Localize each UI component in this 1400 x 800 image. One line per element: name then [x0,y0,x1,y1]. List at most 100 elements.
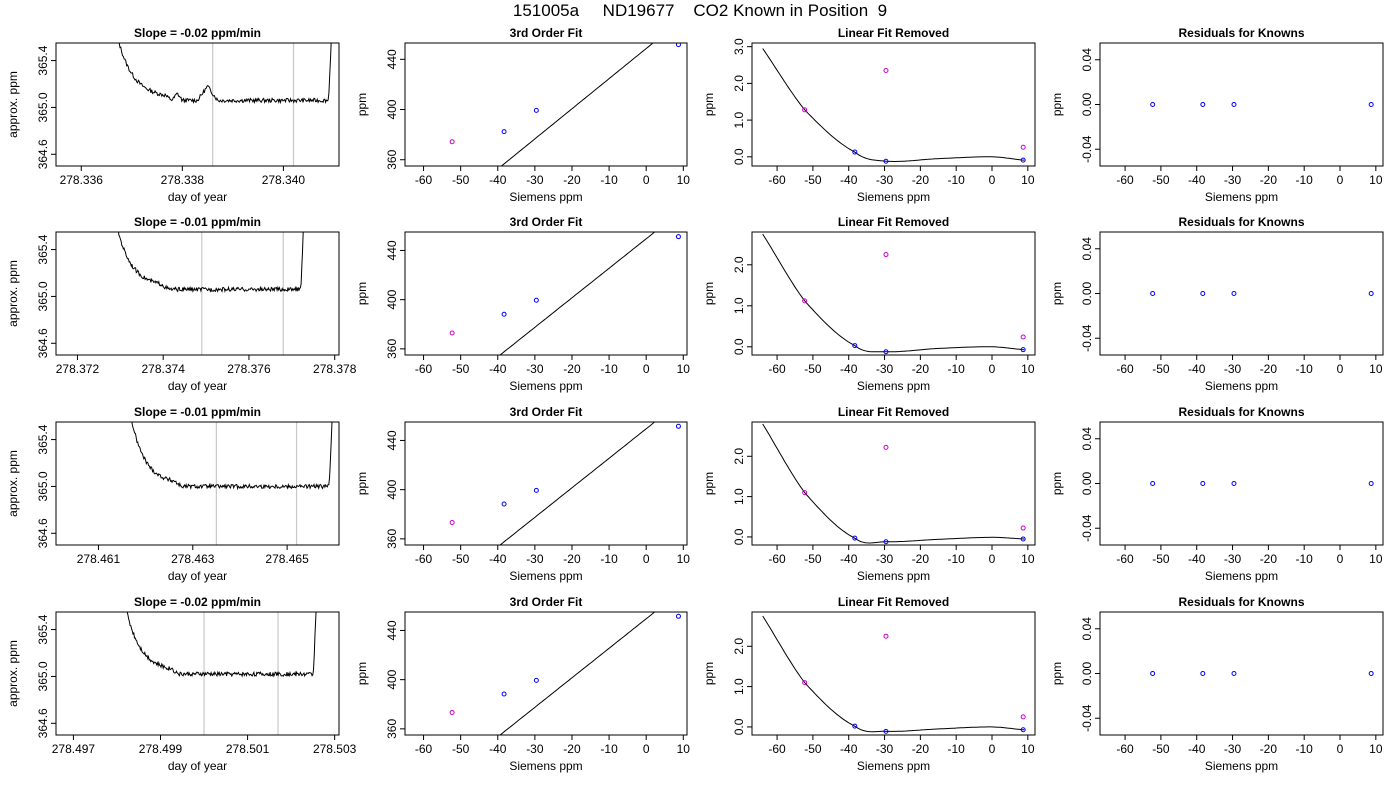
y-tick-label: 365.4 [36,234,50,264]
x-tick-label: -50 [804,742,822,756]
x-tick-label: 10 [1021,362,1035,376]
x-tick-label: -10 [1296,552,1314,566]
x-tick-label: -30 [526,173,544,187]
data-trace [131,422,333,491]
y-tick-label: 365.0 [36,661,50,691]
y-tick-label: 360 [385,529,399,549]
known-point [1368,102,1374,107]
y-axis-label: approx. ppm [6,640,20,707]
x-tick-label: 0 [1337,552,1344,566]
x-tick-label: 0 [989,742,996,756]
y-tick-label: 0.00 [1080,92,1094,116]
known-point [1368,481,1374,486]
flagged-point [883,633,889,639]
flagged-point [883,252,889,258]
x-tick-label: -10 [600,362,618,376]
panel-r2-c2: 3rd Order Fit -60 -50 -40 -30 -20 -10 0 10 360 400… [355,215,691,393]
panel-r1-c4: Residuals for Knowns -60 -50 -40 -30 -20 -10 0 1… [1050,26,1384,204]
flagged-point [1020,334,1026,340]
x-axis-label: Siemens ppm [509,569,582,583]
y-axis-label: approx. ppm [6,450,20,517]
y-tick-label: 2.0 [732,256,746,273]
x-tick-label: 10 [1021,173,1035,187]
x-tick-label: 0 [1337,362,1344,376]
y-tick-label: 364.6 [36,518,50,548]
x-tick-label: -10 [948,362,966,376]
y-axis-label: ppm [702,282,716,305]
flagged-point [802,680,808,686]
fit-curve [762,615,1025,733]
y-tick-label: 0.00 [1080,661,1094,685]
x-tick-label: -60 [415,173,433,187]
x-tick-label: -30 [526,742,544,756]
y-tick-label: 360 [385,339,399,359]
x-tick-label: -40 [1188,742,1206,756]
x-tick-label: -30 [1224,362,1242,376]
x-tick-label: -30 [1224,173,1242,187]
panel-title: Linear Fit Removed [838,215,949,229]
known-point [501,311,507,317]
x-tick-label: -60 [1116,552,1134,566]
plot-area [449,612,681,735]
y-tick-label: 400 [385,99,399,119]
y-tick-label: 0.04 [1080,48,1094,72]
plot-area [118,43,332,166]
y-tick-label: 0.0 [732,528,746,545]
y-tick-label: 2.0 [732,75,746,92]
flagged-point [1020,525,1026,531]
panel-title: Residuals for Knowns [1178,215,1304,229]
known-point [501,691,507,697]
x-tick-label: 0 [643,362,650,376]
y-tick-label: -0.04 [1080,514,1094,542]
y-axis-label: ppm [702,662,716,685]
flagged-point [449,139,455,145]
known-point [852,723,858,729]
y-tick-label: 0.04 [1080,427,1094,451]
x-tick-label: 10 [1369,362,1383,376]
data-trace [118,43,332,105]
x-axis-label: Siemens ppm [1205,759,1278,773]
plot-frame [751,231,1036,356]
x-tick-label: -30 [526,362,544,376]
fit-curve [762,233,1025,353]
x-tick-label: 10 [1021,742,1035,756]
x-tick-label: 10 [1369,742,1383,756]
x-tick-label: -50 [1152,742,1170,756]
x-tick-label: -60 [1116,173,1134,187]
plot-area [449,422,681,545]
x-tick-label: -20 [563,552,581,566]
known-point [1368,291,1374,296]
y-axis-label: ppm [355,282,369,305]
x-tick-label: -60 [415,362,433,376]
y-tick-label: 1.0 [732,111,746,128]
y-tick-label: 400 [385,669,399,689]
y-tick-label: 365.0 [36,92,50,122]
x-tick-label: -50 [1152,362,1170,376]
fit-curve [499,422,656,545]
x-tick-label: -50 [1152,173,1170,187]
y-tick-label: 365.4 [36,424,50,454]
x-tick-label: -50 [804,173,822,187]
x-tick-label: -60 [768,552,786,566]
y-axis-label: ppm [355,472,369,495]
known-point [1150,671,1156,676]
x-tick-label: 10 [677,362,691,376]
y-axis-label: ppm [355,662,369,685]
panel-r4-c4: Residuals for Knowns -60 -50 -40 -30 -20 -10 0 1… [1050,595,1384,773]
x-tick-label: -50 [804,552,822,566]
y-axis-label: ppm [702,93,716,116]
panel-title: Residuals for Knowns [1178,26,1304,40]
y-axis-label: ppm [355,93,369,116]
x-tick-label: 278.463 [171,552,215,566]
y-axis-label: ppm [1050,472,1064,495]
known-point [1200,671,1206,676]
y-tick-label: 0.0 [732,338,746,355]
known-point [852,343,858,349]
plot-frame [55,231,340,356]
known-point [533,487,539,493]
known-point [675,613,681,619]
x-tick-label: -20 [1260,552,1278,566]
x-tick-label: 278.372 [56,362,100,376]
y-tick-label: 440 [385,49,399,69]
panel-r2-c1: Slope = -0.01 ppm/min 278.372 278.374 278.3… [6,215,357,393]
